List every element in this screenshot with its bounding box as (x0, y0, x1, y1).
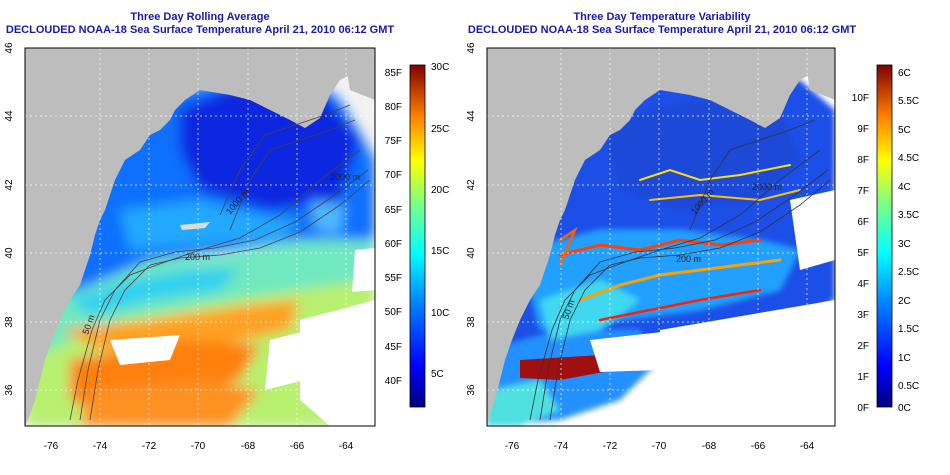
right-lon-tick: -68 (702, 441, 717, 452)
right-cbar-f-label: 8F (857, 155, 869, 166)
left-lon-tick: -66 (290, 441, 305, 452)
right-map-title: Three Day Temperature Variability DECLOU… (462, 11, 862, 37)
right-lon-tick: -64 (800, 441, 815, 452)
right-cbar-c-label: 2.5C (898, 267, 919, 278)
left-lon-tick: -76 (44, 441, 59, 452)
right-lat-tick: 44 (466, 110, 477, 122)
right-cbar-c-label: 0.5C (898, 381, 919, 392)
right-cbar-c-label: 1C (898, 353, 911, 364)
left-contour-label-2000m: 2000 m (330, 172, 360, 182)
left-title-line2: DECLOUDED NOAA-18 Sea Surface Temperatur… (5, 24, 395, 36)
right-cbar-c-label: 3C (898, 239, 911, 250)
right-cbar-c-label: 4C (898, 182, 911, 193)
left-cbar-f-label: 55F (385, 273, 402, 284)
right-cbar-f-label: 1F (857, 372, 869, 383)
right-lat-tick: 38 (466, 316, 477, 328)
left-lon-axis: -76 -74 -72 -70 -68 -66 -64 (44, 441, 354, 452)
left-map-frame (24, 47, 376, 427)
right-title-line2: DECLOUDED NOAA-18 Sea Surface Temperatur… (467, 24, 857, 36)
right-lat-axis: 46 44 42 40 38 36 (466, 42, 477, 396)
left-lat-tick: 36 (4, 384, 15, 396)
left-cbar-f-label: 80F (385, 102, 402, 113)
right-lat-tick: 40 (466, 247, 477, 259)
left-lat-tick: 40 (4, 247, 15, 259)
right-cbar-f-label: 5F (857, 248, 869, 259)
right-white-cloud-gaps (590, 190, 835, 426)
right-bathymetry-contours (529, 119, 831, 421)
right-cbar-f-label: 3F (857, 310, 869, 321)
right-cbar-f-label: 0F (857, 403, 869, 414)
left-title-line1: Three Day Rolling Average (130, 11, 270, 23)
right-colorbar-gradient (876, 64, 893, 408)
left-lat-tick: 44 (4, 110, 15, 122)
left-cbar-c-label: 30C (431, 62, 449, 73)
right-cbar-c-label: 5C (898, 125, 911, 136)
left-cbar-f-label: 50F (385, 307, 402, 318)
left-lat-tick: 38 (4, 316, 15, 328)
left-lat-axis: 46 44 42 40 38 36 (4, 42, 15, 396)
right-lon-tick: -76 (505, 441, 520, 452)
left-grid (25, 48, 375, 426)
left-land (25, 48, 375, 426)
left-cbar-c-label: 10C (431, 308, 449, 319)
right-cbar-f-label: 9F (857, 124, 869, 135)
left-colorbar-gradient (409, 64, 426, 408)
left-lon-tick: -70 (191, 441, 206, 452)
right-lon-tick: -74 (554, 441, 569, 452)
right-cbar-f-label: 2F (857, 341, 869, 352)
right-cbar-f-label: 7F (857, 186, 869, 197)
right-lon-tick: -70 (652, 441, 667, 452)
right-cbar-c-label: 6C (898, 68, 911, 79)
left-lat-tick: 46 (4, 42, 15, 54)
left-cbar-f-label: 75F (385, 136, 402, 147)
right-title-line1: Three Day Temperature Variability (573, 11, 751, 23)
left-cbar-c-label: 5C (431, 369, 444, 380)
right-cbar-c-label: 5.5C (898, 96, 919, 107)
right-cbar-c-label: 0C (898, 403, 911, 414)
right-lon-tick: -72 (603, 441, 618, 452)
left-lon-tick: -74 (93, 441, 108, 452)
right-cbar-c-label: 3.5C (898, 210, 919, 221)
left-cbar-f-label: 45F (385, 342, 402, 353)
left-colorbar: 85F 80F 75F 70F 65F 60F 55F 50F 45F 40F … (385, 62, 449, 408)
right-lat-tick: 46 (466, 42, 477, 54)
right-cbar-c-label: 4.5C (898, 153, 919, 164)
right-lat-tick: 36 (466, 384, 477, 396)
right-map-frame (486, 47, 836, 427)
left-cbar-c-label: 20C (431, 185, 449, 196)
right-cbar-f-label: 6F (857, 217, 869, 228)
left-contour-label-200m: 200 m (185, 252, 210, 262)
left-cbar-c-label: 15C (431, 246, 449, 257)
left-cbar-f-label: 65F (385, 205, 402, 216)
right-lon-tick: -66 (751, 441, 766, 452)
left-lon-tick: -68 (241, 441, 256, 452)
right-grid (487, 48, 835, 426)
right-cbar-f-label: 4F (857, 279, 869, 290)
right-lon-axis: -76 -74 -72 -70 -68 -66 -64 (505, 441, 815, 452)
left-lat-tick: 42 (4, 179, 15, 191)
left-map: 1000 m 200 m 50 m 2000 m (24, 47, 376, 427)
left-white-cloud-gaps (110, 248, 375, 426)
right-contour-label-2000m: 2000 m (752, 182, 782, 192)
right-cbar-c-label: 1.5C (898, 324, 919, 335)
left-lon-tick: -64 (339, 441, 354, 452)
right-cbar-f-label: 10F (852, 93, 869, 104)
left-map-title: Three Day Rolling Average DECLOUDED NOAA… (0, 11, 400, 37)
left-cbar-c-label: 25C (431, 124, 449, 135)
right-lat-tick: 42 (466, 179, 477, 191)
right-land (487, 48, 835, 426)
left-cbar-f-label: 40F (385, 376, 402, 387)
right-contour-label-200m: 200 m (676, 254, 701, 264)
right-colorbar: 10F 9F 8F 7F 6F 5F 4F 3F 2F 1F 0F 6C 5.5… (852, 64, 919, 414)
right-high-variability-streaks (558, 164, 801, 322)
left-lon-tick: -72 (142, 441, 157, 452)
left-cbar-f-label: 70F (385, 170, 402, 181)
right-map: 1000 m 200 m 50 m 2000 m (486, 47, 836, 427)
right-hotspot-region (520, 355, 615, 380)
right-cbar-c-label: 2C (898, 296, 911, 307)
left-cbar-f-label: 85F (385, 68, 402, 79)
left-cbar-f-label: 60F (385, 239, 402, 250)
left-bathymetry-contours (69, 104, 371, 421)
